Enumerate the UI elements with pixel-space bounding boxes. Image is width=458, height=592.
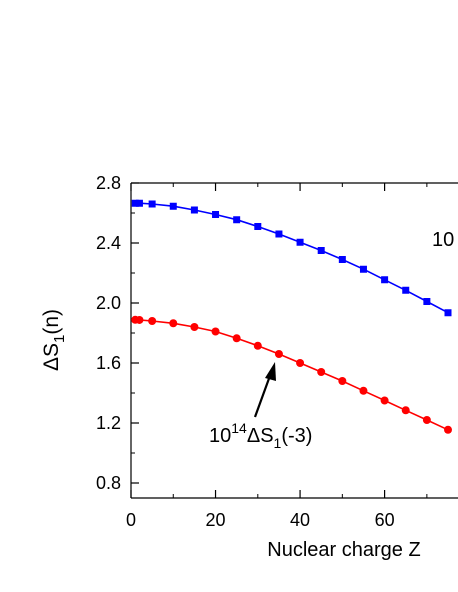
y-tick-label: 1.6 [96, 353, 121, 373]
x-tick-label: 20 [206, 510, 226, 530]
data-point-circle [338, 377, 347, 385]
data-point-circle [296, 359, 305, 367]
data-point-circle [444, 425, 453, 434]
data-point-circle [190, 323, 199, 331]
data-point-square [169, 202, 177, 210]
data-point-circle [274, 350, 283, 358]
series-layer [131, 199, 453, 434]
data-point-square [444, 309, 452, 317]
data-point-square [338, 256, 346, 263]
data-point-square [359, 265, 367, 273]
data-point-square [402, 286, 410, 294]
blue-series-annotation: 10 [432, 229, 454, 251]
data-point-square [296, 238, 304, 246]
axis-tick-labels: 0 20 40 60 0.8 1.2 1.6 2.0 2.4 2.8 [96, 173, 395, 530]
y-tick-label: 1.2 [96, 413, 121, 433]
series-line-1 [135, 319, 449, 431]
data-point-circle [359, 386, 368, 395]
data-point-square [317, 247, 325, 254]
series-line-0 [135, 202, 449, 314]
data-point-square [233, 216, 241, 224]
data-point-circle [401, 406, 410, 415]
data-point-square [135, 199, 143, 207]
data-point-circle [232, 334, 241, 343]
x-tick-label: 0 [126, 510, 136, 530]
data-point-square [190, 206, 198, 214]
data-point-circle [211, 327, 220, 336]
y-tick-label: 2.8 [96, 173, 121, 193]
axis-ticks [130, 182, 428, 498]
data-point-square [131, 199, 139, 207]
data-point-circle [380, 396, 389, 405]
y-axis-label: ΔS1(n) [40, 309, 68, 371]
x-tick-label: 60 [375, 510, 395, 530]
data-point-circle [148, 317, 157, 325]
data-point-circle [253, 341, 262, 350]
data-point-square [381, 276, 389, 284]
y-tick-label: 0.8 [96, 473, 121, 493]
data-point-circle [422, 416, 431, 424]
y-tick-label: 2.4 [96, 233, 121, 253]
annotation-arrow-head [265, 362, 276, 381]
data-point-square [275, 230, 283, 238]
data-point-square [212, 211, 220, 218]
x-axis-label: Nuclear charge Z [267, 539, 420, 561]
data-point-square [254, 223, 262, 230]
data-point-square [423, 298, 431, 305]
y-tick-label: 2.0 [96, 293, 121, 313]
x-tick-label: 40 [290, 510, 310, 530]
data-point-circle [169, 319, 178, 328]
data-point-circle [317, 368, 326, 376]
data-point-square [148, 200, 156, 208]
data-point-circle [135, 315, 144, 324]
red-series-annotation: 1014ΔS1(-3) [209, 420, 312, 451]
annotation-arrow-shaft [253, 372, 273, 418]
